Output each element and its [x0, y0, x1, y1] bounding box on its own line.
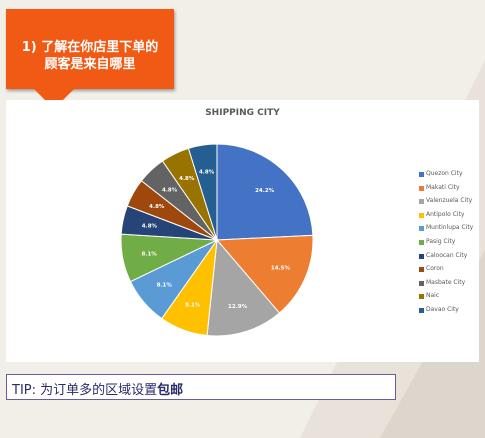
tip-emphasis: 包邮 [157, 383, 184, 398]
legend-item: Caloocan City [419, 251, 479, 265]
slice-data-label: 8.1% [185, 303, 201, 309]
legend-item: Antipolo City [419, 210, 479, 224]
legend-item: Valenzuela City [419, 196, 479, 210]
legend-swatch [419, 199, 424, 205]
legend-label: Davao City [426, 305, 459, 313]
legend-swatch [419, 239, 424, 245]
callout-line-1: 1) 了解在你店里下单的 [21, 40, 159, 55]
slice-data-label: 24.2% [255, 188, 275, 194]
legend-label: Masbate City [426, 278, 466, 286]
pie-slice-valenzuela-city [206, 238, 281, 337]
legend-item: Coron [419, 264, 479, 278]
tip-box: TIP: 为订单多的区域设置包邮 [6, 374, 396, 400]
legend-label: Caloocan City [426, 251, 468, 259]
legend-label: Coron [426, 265, 444, 273]
slice-data-label: 4.8% [142, 223, 158, 229]
pie-chart: 24.2%14.5%12.9%8.1%8.1%8.1%4.8%4.8%4.8%4… [120, 143, 314, 337]
slice-data-label: 12.9% [228, 304, 248, 310]
slice-data-label: 8.1% [142, 251, 158, 257]
slice-data-label: 4.8% [162, 188, 178, 194]
legend-label: Muntinlupa City [426, 224, 474, 232]
slice-data-label: 14.5% [271, 265, 291, 271]
slice-data-label: 4.8% [199, 170, 215, 176]
callout-line-2: 顾客是来自哪里 [44, 57, 136, 72]
legend-item: Quezon City [419, 169, 479, 183]
pie-slice-quezon-city [216, 143, 314, 241]
slice-data-label: 4.8% [179, 176, 195, 182]
callout-box: 1) 了解在你店里下单的 顾客是来自哪里 [6, 9, 174, 89]
legend-label: Valenzuela City [426, 197, 473, 205]
legend-swatch [419, 212, 424, 218]
tip-text: TIP: 为订单多的区域设置包邮 [12, 379, 183, 398]
legend-swatch [419, 280, 424, 286]
chart-panel: SHIPPING CITY 24.2% 14.5% 12.9% 8.1% 8.1% 8.1… [6, 100, 479, 362]
pie-slice-makati-city [215, 234, 314, 314]
legend-swatch [419, 226, 424, 232]
legend-item: Pasig City [419, 237, 479, 251]
slice-data-label: 4.8% [149, 204, 165, 210]
legend-label: Naic [426, 292, 440, 300]
legend-swatch [419, 185, 424, 191]
legend-item: Muntinlupa City [419, 223, 479, 237]
legend-item: Davao City [419, 305, 479, 319]
legend-item: Makati City [419, 183, 479, 197]
legend-swatch [419, 267, 424, 273]
legend-label: Antipolo City [426, 210, 465, 218]
chart-legend: Quezon City Makati City Valenzuela City Ant… [419, 169, 479, 319]
legend-swatch [419, 294, 424, 300]
legend-label: Pasig City [426, 237, 456, 245]
pie-slice-davao-city [187, 143, 218, 241]
legend-label: Quezon City [426, 170, 463, 177]
legend-swatch [419, 172, 424, 177]
legend-item: Naic [419, 291, 479, 305]
slice-data-label: 8.1% [157, 283, 173, 289]
legend-item: Masbate City [419, 278, 479, 292]
legend-label: Makati City [426, 183, 460, 191]
legend-swatch [419, 307, 424, 313]
chart-title: SHIPPING CITY [205, 108, 280, 118]
tip-prefix: TIP: 为订单多的区域设置 [12, 383, 158, 398]
legend-swatch [419, 253, 424, 259]
